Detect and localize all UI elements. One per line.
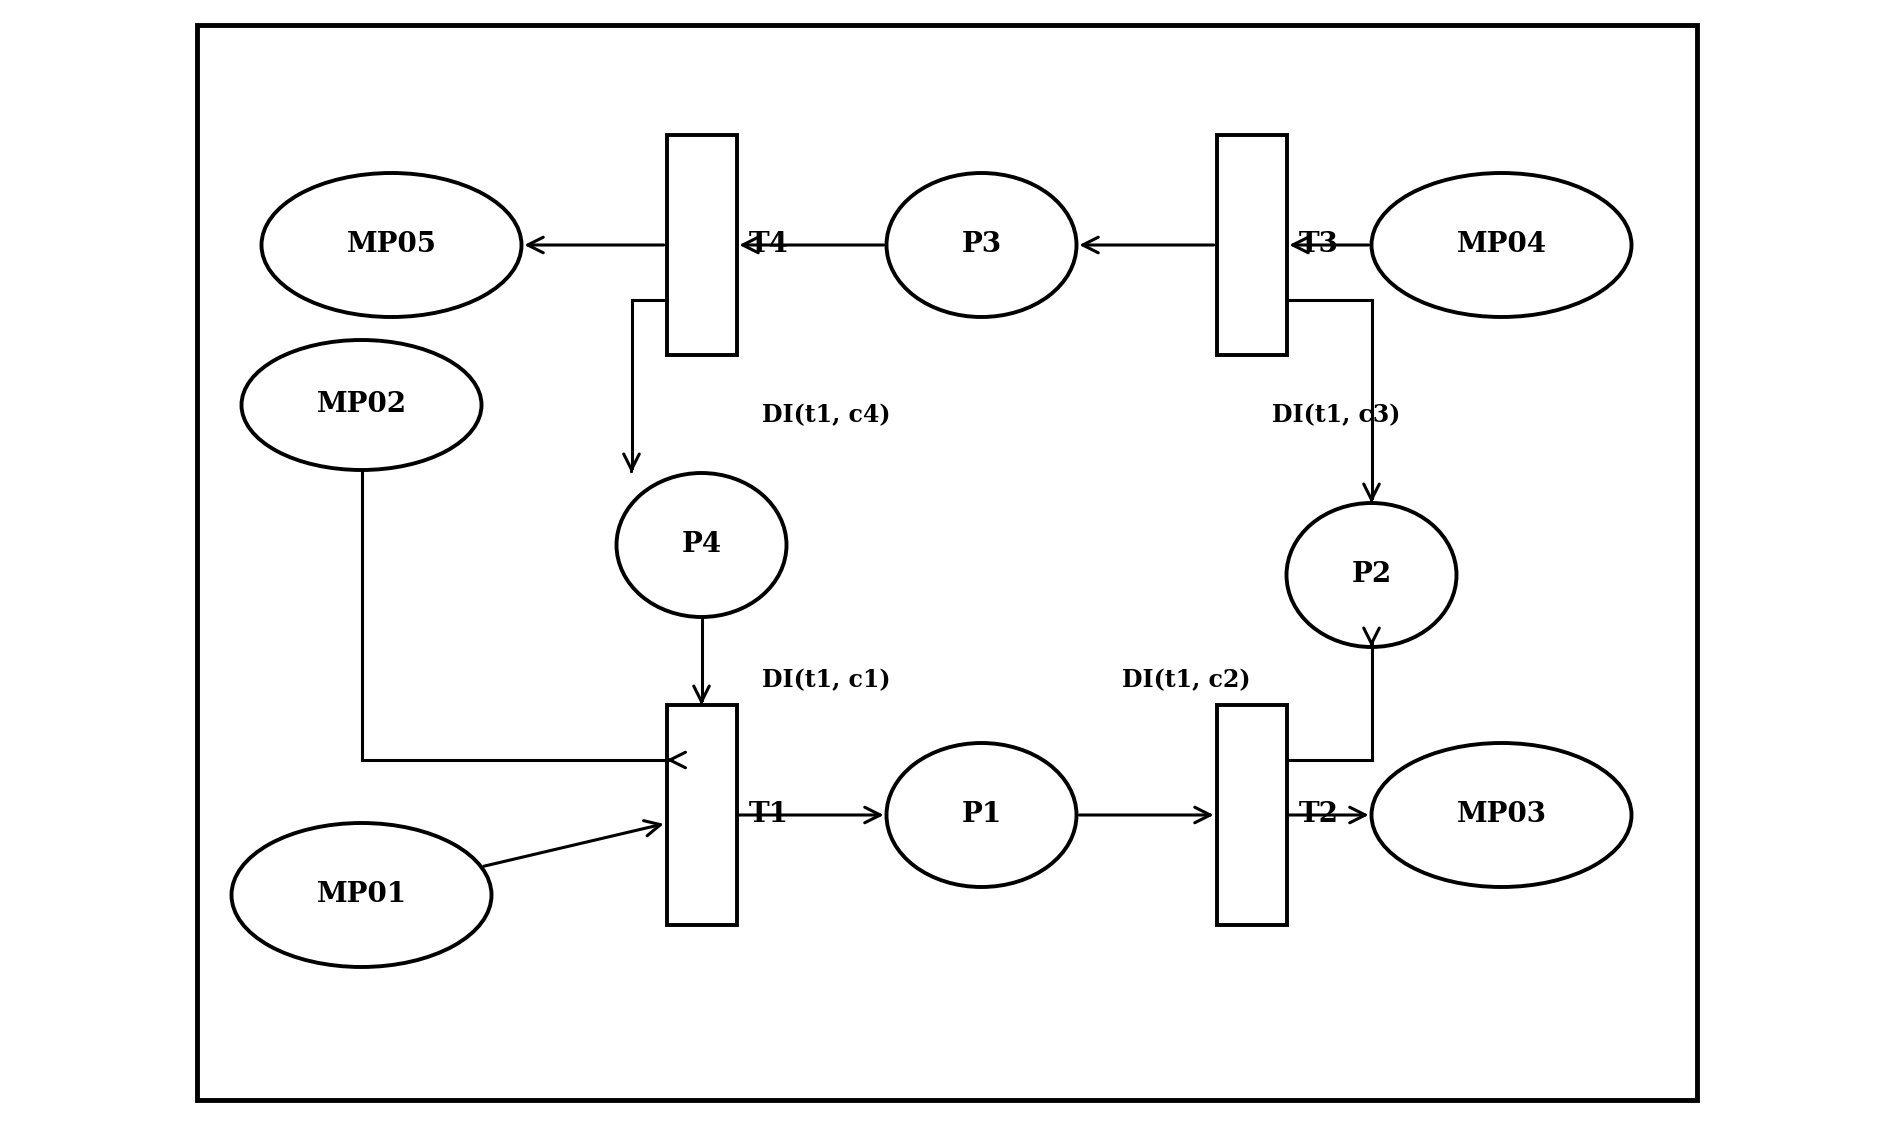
Ellipse shape (1372, 742, 1632, 886)
Text: DI(t1, c2): DI(t1, c2) (1121, 668, 1249, 692)
Ellipse shape (231, 824, 492, 968)
Text: T2: T2 (1299, 801, 1338, 828)
Text: MP04: MP04 (1456, 232, 1547, 259)
Text: P3: P3 (962, 232, 1001, 259)
Bar (1217, 705, 1287, 925)
Text: P1: P1 (962, 801, 1001, 828)
Text: T4: T4 (748, 232, 787, 259)
Ellipse shape (617, 472, 786, 616)
Text: P2: P2 (1352, 561, 1391, 588)
Text: DI(t1, c4): DI(t1, c4) (761, 403, 890, 428)
Text: MP03: MP03 (1456, 801, 1547, 828)
Ellipse shape (886, 742, 1077, 886)
Text: MP05: MP05 (346, 232, 437, 259)
Text: T1: T1 (748, 801, 789, 828)
Ellipse shape (886, 173, 1077, 317)
Ellipse shape (1287, 503, 1456, 647)
Bar (666, 705, 736, 925)
Text: MP01: MP01 (316, 882, 407, 909)
Text: MP02: MP02 (316, 392, 407, 418)
Text: T3: T3 (1299, 232, 1338, 259)
Text: DI(t1, c1): DI(t1, c1) (761, 668, 890, 692)
Ellipse shape (1372, 173, 1632, 317)
Text: P4: P4 (681, 531, 721, 558)
Text: DI(t1, c3): DI(t1, c3) (1272, 403, 1401, 428)
Ellipse shape (242, 340, 481, 470)
Bar (666, 135, 736, 356)
Bar (1217, 135, 1287, 356)
Ellipse shape (261, 173, 521, 317)
